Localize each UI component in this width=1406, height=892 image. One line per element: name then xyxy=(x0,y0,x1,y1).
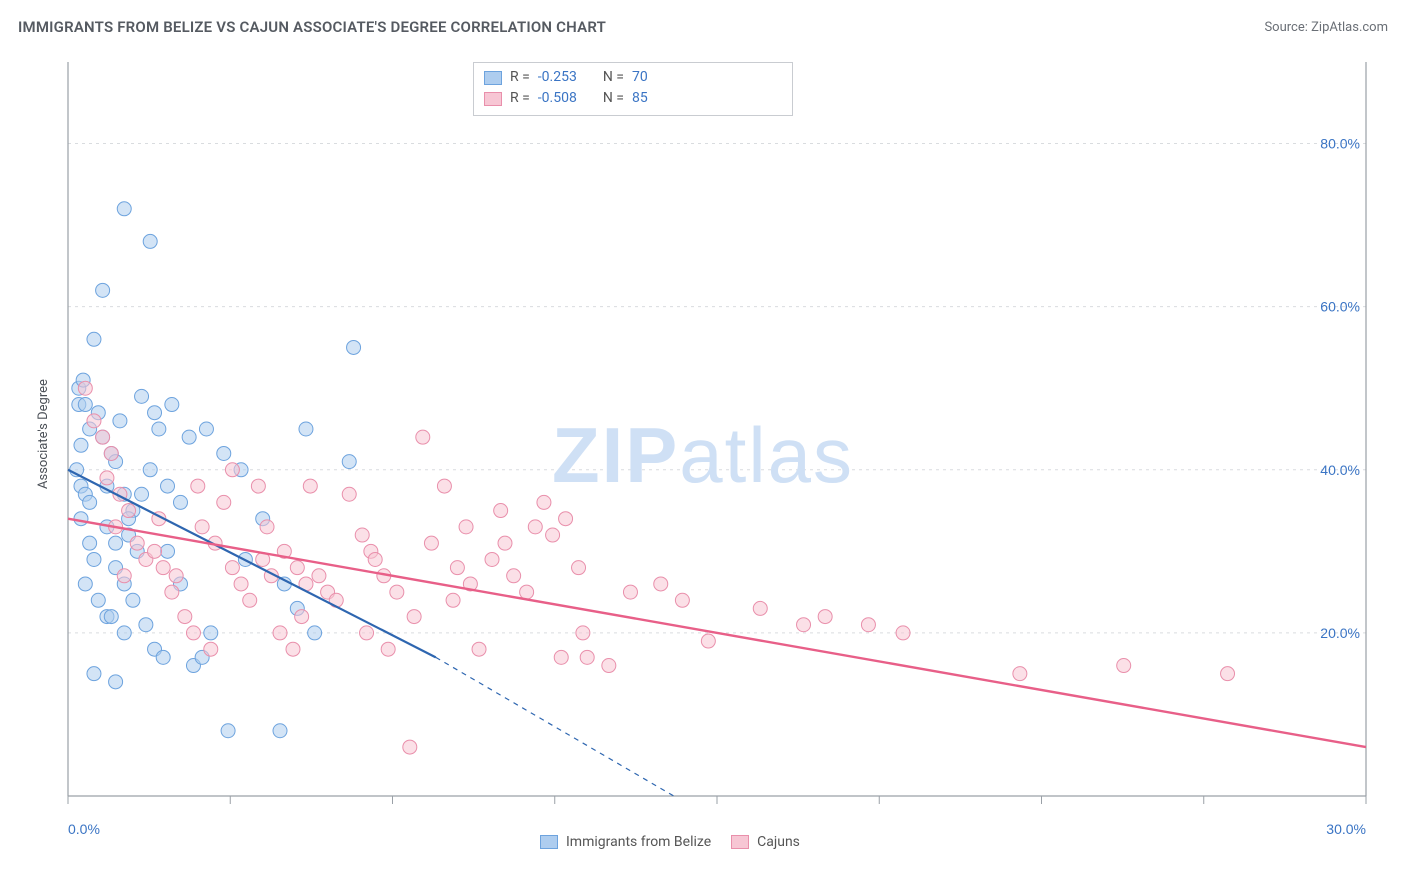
r-value-series1: -0.253 xyxy=(538,67,577,88)
n-value-series1: 70 xyxy=(632,67,648,88)
swatch-series1 xyxy=(540,835,558,849)
n-label: N = xyxy=(603,67,624,88)
correlation-stats-box: R = -0.253 N = 70 R = -0.508 N = 85 xyxy=(473,62,793,116)
source-name: ZipAtlas.com xyxy=(1311,20,1388,35)
swatch-series2 xyxy=(484,92,502,106)
r-label: R = xyxy=(510,88,530,109)
n-label: N = xyxy=(603,88,624,109)
legend-item-series2: Cajuns xyxy=(731,834,800,850)
svg-text:60.0%: 60.0% xyxy=(1320,299,1360,315)
swatch-series2 xyxy=(731,835,749,849)
r-value-series2: -0.508 xyxy=(538,88,577,109)
title-bar: IMMIGRANTS FROM BELIZE VS CAJUN ASSOCIAT… xyxy=(18,18,1388,36)
svg-text:30.0%: 30.0% xyxy=(1326,821,1366,837)
legend-label-series1: Immigrants from Belize xyxy=(566,834,711,850)
y-axis-label: Associate's Degree xyxy=(36,379,51,489)
legend-item-series1: Immigrants from Belize xyxy=(540,834,711,850)
chart-title: IMMIGRANTS FROM BELIZE VS CAJUN ASSOCIAT… xyxy=(18,18,606,36)
stats-row-series1: R = -0.253 N = 70 xyxy=(484,67,782,88)
bottom-legend: Immigrants from Belize Cajuns xyxy=(540,834,800,850)
chart-container: ZIPatlas 0.0%30.0%20.0%40.0%60.0%80.0% A… xyxy=(20,48,1386,872)
scatter-chart: 0.0% 30.0% 20.0% 40.0% 60.0% 80.0% xyxy=(20,48,1386,872)
svg-text:80.0%: 80.0% xyxy=(1320,136,1360,152)
swatch-series1 xyxy=(484,71,502,85)
source-attribution: Source: ZipAtlas.com xyxy=(1264,20,1388,35)
legend-label-series2: Cajuns xyxy=(757,834,800,850)
svg-text:20.0%: 20.0% xyxy=(1320,625,1360,641)
stats-row-series2: R = -0.508 N = 85 xyxy=(484,88,782,109)
n-value-series2: 85 xyxy=(632,88,648,109)
svg-text:0.0%: 0.0% xyxy=(68,821,100,837)
r-label: R = xyxy=(510,67,530,88)
svg-text:40.0%: 40.0% xyxy=(1320,462,1360,478)
source-label: Source: xyxy=(1264,20,1307,35)
